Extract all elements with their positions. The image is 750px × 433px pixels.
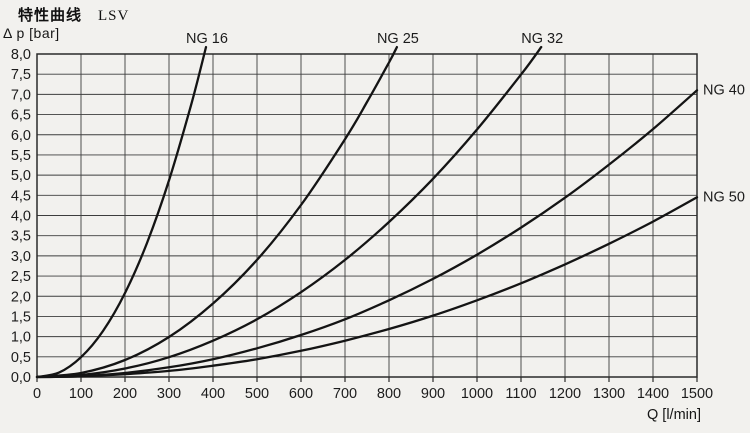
x-tick-label: 800 bbox=[377, 386, 401, 402]
x-tick-label: 900 bbox=[421, 386, 445, 402]
y-tick-label: 0,0 bbox=[11, 370, 31, 386]
y-tick-label: 6,5 bbox=[11, 108, 31, 124]
y-tick-label: 0,5 bbox=[11, 350, 31, 366]
x-tick-label: 500 bbox=[245, 386, 269, 402]
x-axis-label: Q [l/min] bbox=[647, 407, 701, 423]
y-tick-label: 6,0 bbox=[11, 128, 31, 144]
x-tick-label: 600 bbox=[289, 386, 313, 402]
y-tick-label: 4,0 bbox=[11, 209, 31, 225]
curve-ng16 bbox=[35, 45, 208, 379]
x-tick-label: 700 bbox=[333, 386, 357, 402]
chart-title: 特性曲线 bbox=[18, 7, 83, 24]
plot-border bbox=[36, 53, 698, 378]
curve-label-ng32: NG 32 bbox=[521, 31, 563, 47]
y-tick-label: 2,5 bbox=[11, 269, 31, 285]
curve-ng32 bbox=[35, 45, 543, 379]
x-tick-label: 1100 bbox=[505, 386, 536, 402]
x-tick-label: 100 bbox=[69, 386, 93, 402]
curve-ng50 bbox=[35, 196, 699, 379]
x-tick-label: 1500 bbox=[681, 386, 713, 402]
y-tick-label: 1,5 bbox=[11, 309, 31, 325]
x-tick-label: 1000 bbox=[461, 386, 493, 402]
y-tick-label: 7,0 bbox=[11, 87, 31, 103]
y-tick-label: 8,0 bbox=[11, 47, 31, 63]
x-tick-label: 200 bbox=[113, 386, 137, 402]
chart-header: 特性曲线 LSV bbox=[18, 4, 129, 25]
y-tick-label: 1,0 bbox=[11, 330, 31, 346]
y-tick-label: 7,5 bbox=[11, 67, 31, 83]
y-tick-label: 3,0 bbox=[11, 249, 31, 265]
curve-label-ng25: NG 25 bbox=[377, 31, 419, 47]
y-tick-label: 5,5 bbox=[11, 148, 31, 164]
y-tick-label: 3,5 bbox=[11, 229, 31, 245]
curve-label-ng40: NG 40 bbox=[703, 82, 745, 98]
x-tick-label: 300 bbox=[157, 386, 181, 402]
curve-ng40 bbox=[35, 89, 699, 379]
curve-ng25 bbox=[35, 45, 399, 379]
curve-label-ng16: NG 16 bbox=[186, 31, 228, 47]
curve-label-ng50: NG 50 bbox=[703, 189, 745, 205]
y-axis-label: Δ p [bar] bbox=[3, 25, 60, 41]
x-tick-label: 1200 bbox=[549, 386, 581, 402]
x-tick-label: 0 bbox=[33, 386, 41, 402]
y-tick-label: 5,0 bbox=[11, 168, 31, 184]
x-tick-label: 1300 bbox=[593, 386, 625, 402]
chart-subtitle: LSV bbox=[98, 8, 130, 24]
y-tick-label: 2,0 bbox=[11, 289, 31, 305]
x-tick-label: 1400 bbox=[637, 386, 669, 402]
x-tick-label: 400 bbox=[201, 386, 225, 402]
y-tick-label: 4,5 bbox=[11, 188, 31, 204]
